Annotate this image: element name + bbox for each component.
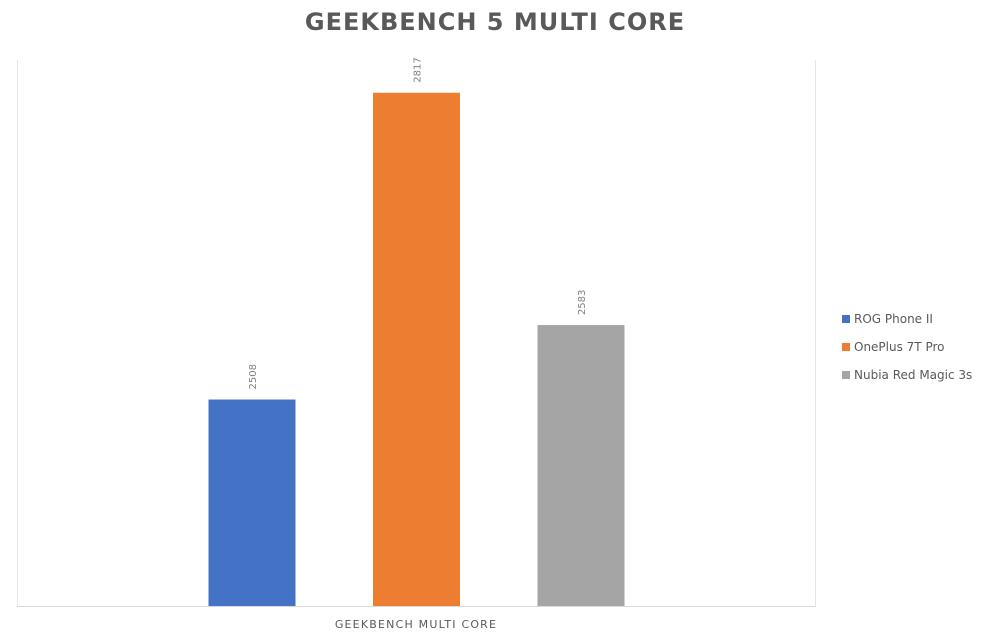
bar-rog-phone-ii <box>208 399 296 606</box>
legend-swatch <box>842 343 850 351</box>
legend: ROG Phone II OnePlus 7T Pro Nubia Red Ma… <box>842 305 972 389</box>
legend-swatch <box>842 371 850 379</box>
legend-item-rog-phone-ii: ROG Phone II <box>842 305 972 333</box>
chart-title: GEEKBENCH 5 MULTI CORE <box>304 8 686 36</box>
legend-swatch <box>842 315 850 323</box>
legend-label: Nubia Red Magic 3s <box>854 368 973 382</box>
legend-item-nubia-red-magic-3s: Nubia Red Magic 3s <box>842 361 972 389</box>
data-label: 2508 <box>248 364 259 389</box>
x-category-label: GEEKBENCH MULTI CORE <box>335 618 497 631</box>
bar-nubia-red-magic-3s <box>537 325 625 606</box>
legend-item-oneplus-7t-pro: OnePlus 7T Pro <box>842 333 972 361</box>
legend-label: OnePlus 7T Pro <box>854 340 945 354</box>
bar-oneplus-7t-pro <box>373 92 460 606</box>
legend-label: ROG Phone II <box>854 312 933 326</box>
data-label: 2583 <box>577 290 588 315</box>
data-label: 2817 <box>413 57 424 82</box>
